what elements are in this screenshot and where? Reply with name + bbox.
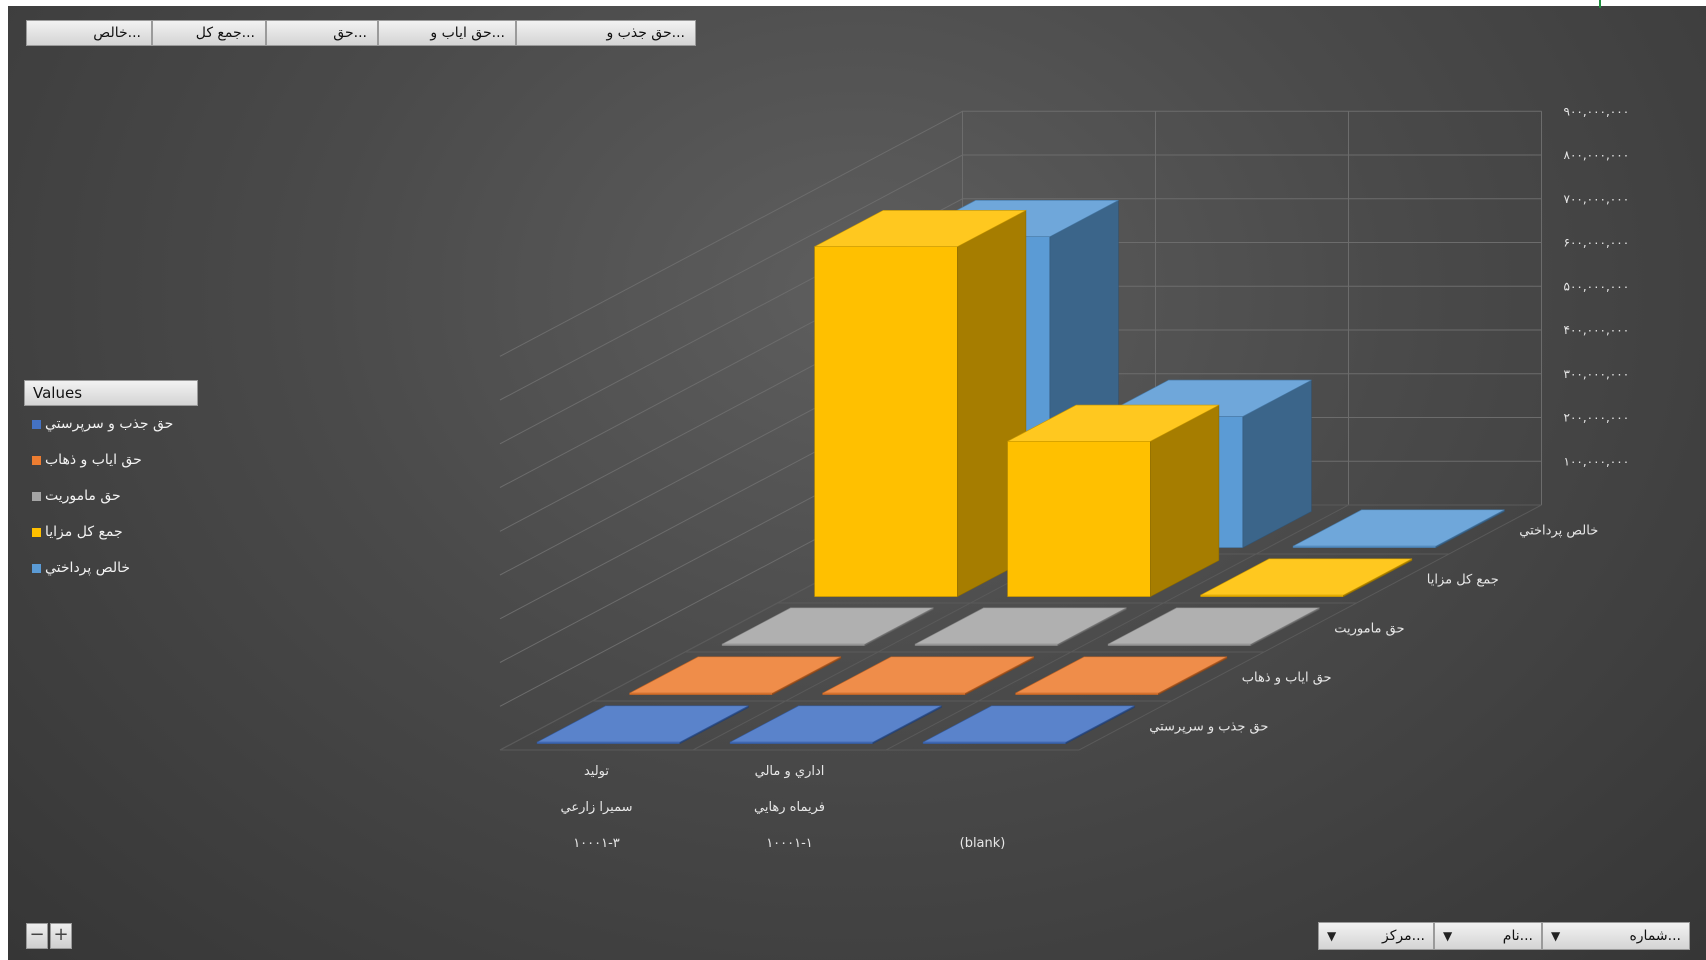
category-axis-label: توليد [584, 764, 609, 779]
legend-label: حق اياب و ذهاب [45, 452, 142, 468]
bar-top [536, 705, 749, 743]
value-field-button-commute[interactable]: حق اياب و... [378, 20, 516, 46]
z-axis-tick-label: ۲۰۰,۰۰۰,۰۰۰ [1564, 411, 1630, 425]
z-axis-tick-label: ۵۰۰,۰۰۰,۰۰۰ [1564, 279, 1630, 293]
bar-top [1292, 509, 1505, 547]
bar-top [814, 210, 1027, 247]
legend-title[interactable]: Values [24, 380, 198, 406]
value-field-button-mission[interactable]: حق... [266, 20, 378, 46]
zoom-in-button[interactable]: + [50, 923, 72, 949]
legend-item-mission[interactable]: حق ماموريت [24, 478, 198, 514]
axis-field-button-center[interactable]: ▼ مرکز... [1318, 922, 1434, 950]
category-axis-label: ۱۰۰۰۱-۱ [766, 836, 813, 851]
legend-label: جمع کل مزايا [45, 524, 123, 540]
axis-field-label: مرکز... [1382, 928, 1425, 944]
bar-top [822, 656, 1035, 694]
legend-item-total-benefits[interactable]: جمع کل مزايا [24, 514, 198, 550]
series-axis-label: حق ماموريت [1334, 622, 1404, 637]
bar-top [729, 705, 942, 743]
bar-top [1015, 656, 1228, 694]
category-axis-label: ۱۰۰۰۱-۳ [573, 836, 620, 851]
bar-top [1007, 404, 1220, 442]
legend-label: حق جذب و سرپرستي [45, 416, 174, 432]
bar-top [922, 705, 1135, 743]
floor-gridline [1078, 504, 1542, 751]
bar-top [1107, 607, 1320, 645]
legend-item-recruitment[interactable]: حق جذب و سرپرستي [24, 406, 198, 442]
legend-label: خالص پرداختي [45, 560, 131, 576]
bar-top [914, 607, 1127, 645]
z-axis-tick-label: ۶۰۰,۰۰۰,۰۰۰ [1564, 236, 1630, 250]
bar-top [629, 656, 842, 694]
axis-field-button-number[interactable]: ▼ شماره... [1542, 922, 1690, 950]
legend-swatch [32, 456, 41, 465]
z-axis-tick-label: ۴۰۰,۰۰۰,۰۰۰ [1564, 323, 1630, 337]
bar-top [721, 607, 934, 645]
z-axis-tick-label: ۸۰۰,۰۰۰,۰۰۰ [1564, 148, 1630, 162]
series-axis-label: حق اياب و ذهاب [1242, 671, 1332, 686]
bar-front [814, 246, 958, 597]
axis-field-button-name[interactable]: ▼ نام... [1434, 922, 1542, 950]
bar-top [1200, 558, 1413, 596]
selection-indicator [1599, 0, 1601, 8]
series-axis-label: حق جذب و سرپرستي [1149, 720, 1268, 735]
floor-gridline [885, 504, 1349, 751]
axis-field-label: نام... [1502, 928, 1533, 944]
dropdown-arrow-icon: ▼ [1551, 929, 1561, 943]
axis-field-label: شماره... [1629, 928, 1681, 944]
z-axis-tick-label: ۷۰۰,۰۰۰,۰۰۰ [1564, 192, 1630, 206]
bar-front [1007, 440, 1151, 597]
z-axis-tick-label: ۳۰۰,۰۰۰,۰۰۰ [1564, 367, 1630, 381]
value-field-button-total-benefits[interactable]: جمع کل... [152, 20, 266, 46]
dropdown-arrow-icon: ▼ [1443, 929, 1453, 943]
category-axis-label: سميرا زارعي [560, 800, 632, 815]
legend-swatch [32, 492, 41, 501]
legend-swatch [32, 420, 41, 429]
legend-swatch [32, 528, 41, 537]
value-field-button-recruitment[interactable]: حق جذب و... [516, 20, 696, 46]
dropdown-arrow-icon: ▼ [1327, 929, 1337, 943]
category-axis-label: اداري و مالي [755, 764, 825, 779]
series-axis-label: خالص پرداختي [1519, 524, 1598, 539]
value-field-button-net-payment[interactable]: خالص... [26, 20, 152, 46]
legend-swatch [32, 564, 41, 573]
chart-legend[interactable]: Values حق جذب و سرپرستي حق اياب و ذهاب ح… [24, 380, 198, 586]
category-axis-label: (blank) [960, 836, 1006, 851]
legend-item-net-payment[interactable]: خالص پرداختي [24, 550, 198, 586]
zoom-out-button[interactable]: − [26, 923, 48, 949]
legend-item-commute[interactable]: حق اياب و ذهاب [24, 442, 198, 478]
z-axis-tick-label: ۹۰۰,۰۰۰,۰۰۰ [1564, 104, 1630, 118]
z-axis-tick-label: ۱۰۰,۰۰۰,۰۰۰ [1564, 454, 1630, 468]
legend-label: حق ماموريت [45, 488, 121, 504]
category-axis-label: فريماه رهايي [754, 800, 825, 815]
series-axis-label: جمع کل مزايا [1427, 573, 1499, 588]
